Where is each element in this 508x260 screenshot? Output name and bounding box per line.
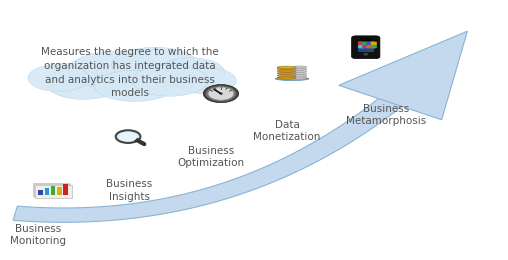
Polygon shape [35, 185, 72, 198]
Circle shape [208, 87, 234, 100]
Polygon shape [33, 183, 69, 196]
Ellipse shape [69, 51, 160, 89]
Ellipse shape [277, 77, 296, 79]
Ellipse shape [94, 70, 175, 101]
Ellipse shape [291, 77, 307, 79]
Ellipse shape [277, 66, 296, 69]
Text: Business
Metamorphosis: Business Metamorphosis [346, 104, 426, 126]
FancyBboxPatch shape [51, 186, 55, 195]
Polygon shape [13, 83, 421, 222]
Circle shape [219, 93, 223, 95]
Circle shape [206, 86, 236, 101]
FancyBboxPatch shape [371, 45, 377, 48]
Circle shape [119, 132, 138, 141]
Ellipse shape [277, 72, 296, 75]
FancyBboxPatch shape [352, 36, 380, 58]
FancyBboxPatch shape [366, 42, 373, 45]
Ellipse shape [277, 70, 296, 72]
Ellipse shape [132, 65, 208, 96]
Ellipse shape [112, 47, 198, 83]
FancyBboxPatch shape [371, 42, 377, 45]
Ellipse shape [291, 70, 307, 73]
Text: Business
Optimization: Business Optimization [177, 146, 244, 168]
FancyBboxPatch shape [358, 45, 364, 48]
Ellipse shape [277, 74, 296, 77]
FancyBboxPatch shape [362, 45, 368, 48]
Ellipse shape [277, 67, 296, 70]
Text: Business
Monitoring: Business Monitoring [10, 224, 66, 246]
FancyBboxPatch shape [45, 188, 49, 195]
Text: Business
Insights: Business Insights [106, 179, 153, 202]
Ellipse shape [156, 58, 225, 88]
FancyBboxPatch shape [64, 184, 68, 195]
Text: Data
Monetization: Data Monetization [253, 120, 321, 142]
Text: Measures the degree to which the
organization has integrated data
and analytics : Measures the degree to which the organiz… [41, 47, 218, 98]
FancyBboxPatch shape [358, 41, 374, 53]
Ellipse shape [175, 68, 236, 94]
Ellipse shape [46, 67, 122, 99]
Ellipse shape [275, 77, 309, 81]
Polygon shape [34, 184, 70, 197]
FancyBboxPatch shape [358, 42, 364, 45]
Polygon shape [339, 31, 467, 120]
Circle shape [363, 53, 368, 55]
Ellipse shape [291, 68, 307, 70]
Ellipse shape [291, 66, 307, 68]
Circle shape [203, 84, 239, 103]
FancyBboxPatch shape [366, 45, 373, 48]
Circle shape [116, 130, 140, 143]
FancyBboxPatch shape [362, 39, 370, 41]
FancyBboxPatch shape [362, 42, 368, 45]
Ellipse shape [28, 64, 89, 92]
Ellipse shape [291, 75, 307, 77]
FancyBboxPatch shape [57, 187, 61, 195]
FancyBboxPatch shape [38, 190, 43, 195]
Ellipse shape [291, 73, 307, 75]
